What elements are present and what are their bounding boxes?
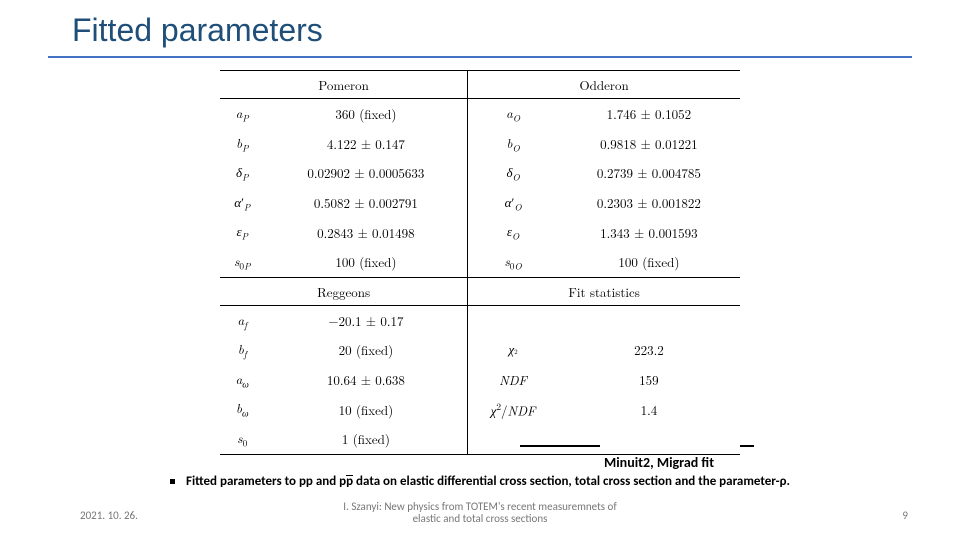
- cell: bf: [220, 335, 265, 365]
- table-row: bω10 (fixed)χ2/NDF1.4: [220, 394, 740, 424]
- table-row: aP360 (fixed)aO1.746 ± 0.1052: [220, 99, 740, 129]
- cell: εO: [468, 217, 558, 247]
- parameters-table: PomeronOdderonaP360 (fixed)aO1.746 ± 0.1…: [220, 70, 740, 455]
- cell: 159: [558, 365, 740, 395]
- cell: bP: [220, 129, 265, 159]
- cell: 0.2739 ± 0.004785: [558, 158, 740, 188]
- cell: δP: [220, 158, 265, 188]
- header-pomeron: Pomeron: [220, 71, 468, 99]
- table-row: εP0.2843 ± 0.01498εO1.343 ± 0.001593: [220, 217, 740, 247]
- params-table: PomeronOdderonaP360 (fixed)aO1.746 ± 0.1…: [220, 70, 740, 455]
- caption-text: Fitted parameters to pp and pp data on e…: [186, 474, 790, 489]
- footer-center: I. Szanyi: New physics from TOTEM's rece…: [0, 501, 960, 526]
- cell: aω: [220, 365, 265, 395]
- cell: α′P: [220, 188, 265, 218]
- cell: 0.2303 ± 0.001822: [558, 188, 740, 218]
- cell: 223.2: [558, 335, 740, 365]
- cell: [468, 305, 558, 335]
- cell: [468, 424, 558, 454]
- cell: 1 (fixed): [265, 424, 468, 454]
- cell: χ2: [468, 335, 558, 365]
- cell: 360 (fixed): [265, 99, 468, 129]
- cell: 4.122 ± 0.147: [265, 129, 468, 159]
- cell: 1.746 ± 0.1052: [558, 99, 740, 129]
- cell: aO: [468, 99, 558, 129]
- cell: [558, 305, 740, 335]
- fit-method-annotation: Minuit2, Migrad fit: [604, 454, 714, 471]
- cell: 10 (fixed): [265, 394, 468, 424]
- header-odderon: Odderon: [468, 71, 740, 99]
- cell: 100 (fixed): [558, 247, 740, 277]
- figure-caption: Fitted parameters to pp and pp data on e…: [0, 474, 960, 489]
- cell: 1.4: [558, 394, 740, 424]
- cell: s0: [220, 424, 265, 454]
- cell: −20.1 ± 0.17: [265, 305, 468, 335]
- cell: [558, 424, 740, 454]
- cell: 1.343 ± 0.001593: [558, 217, 740, 247]
- cell: aP: [220, 99, 265, 129]
- table-row: bf20 (fixed)χ2223.2: [220, 335, 740, 365]
- table-row: PomeronOdderon: [220, 71, 740, 99]
- slide-title: Fitted parameters: [72, 12, 323, 49]
- table-row: af−20.1 ± 0.17: [220, 305, 740, 335]
- table-row: δP0.02902 ± 0.0005633δO0.2739 ± 0.004785: [220, 158, 740, 188]
- table-row: s01 (fixed): [220, 424, 740, 454]
- cell: af: [220, 305, 265, 335]
- cell: bω: [220, 394, 265, 424]
- table-row: aω10.64 ± 0.638NDF159: [220, 365, 740, 395]
- table-row: s0P100 (fixed)s0O100 (fixed): [220, 247, 740, 277]
- cell: 0.02902 ± 0.0005633: [265, 158, 468, 188]
- cell: 100 (fixed): [265, 247, 468, 277]
- cell: χ2/NDF: [468, 394, 558, 424]
- cell: bO: [468, 129, 558, 159]
- header-reggeons: Reggeons: [220, 277, 468, 305]
- table-row: ReggeonsFit statistics: [220, 277, 740, 305]
- cell: εP: [220, 217, 265, 247]
- cell: α′O: [468, 188, 558, 218]
- title-rule: [48, 56, 912, 58]
- cell: 0.5082 ± 0.002791: [265, 188, 468, 218]
- cell: s0P: [220, 247, 265, 277]
- cell: δO: [468, 158, 558, 188]
- cell: 20 (fixed): [265, 335, 468, 365]
- table-row: α′P0.5082 ± 0.002791α′O0.2303 ± 0.001822: [220, 188, 740, 218]
- annotation-rule-right: [740, 445, 754, 447]
- cell: 10.64 ± 0.638: [265, 365, 468, 395]
- cell: 0.2843 ± 0.01498: [265, 217, 468, 247]
- table-row: bP4.122 ± 0.147bO0.9818 ± 0.01221: [220, 129, 740, 159]
- cell: s0O: [468, 247, 558, 277]
- footer-page-number: 9: [902, 509, 908, 522]
- cell: NDF: [468, 365, 558, 395]
- bullet-icon: [170, 479, 175, 484]
- annotation-rule-left: [520, 445, 600, 447]
- header-fitstats: Fit statistics: [468, 277, 740, 305]
- cell: 0.9818 ± 0.01221: [558, 129, 740, 159]
